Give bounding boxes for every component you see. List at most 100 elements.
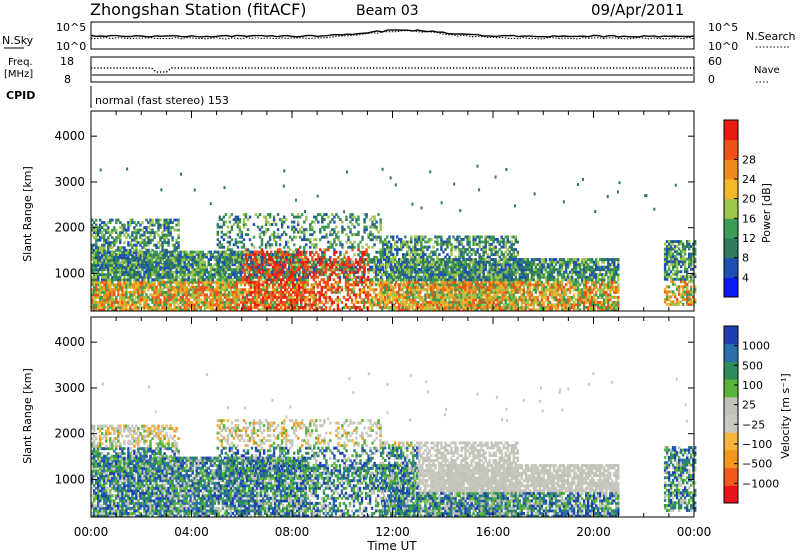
heatmap-cell	[360, 258, 364, 262]
heatmap-cell	[404, 243, 407, 246]
heatmap-cell	[133, 308, 136, 312]
heatmap-cell	[303, 245, 306, 249]
heatmap-cell	[428, 300, 431, 304]
heatmap-cell	[117, 236, 120, 240]
heatmap-cell	[317, 213, 320, 217]
heatmap-cell	[226, 230, 230, 234]
heatmap-cell	[127, 303, 130, 307]
heatmap-cell	[290, 278, 293, 282]
heatmap-cell	[414, 243, 417, 246]
heatmap-cell	[215, 255, 219, 259]
heatmap-cell	[361, 253, 364, 257]
heatmap-cell	[139, 243, 142, 247]
heatmap-cell	[105, 231, 108, 235]
heatmap-cell	[336, 273, 340, 277]
heatmap-cell	[338, 258, 342, 262]
heatmap-cell	[219, 293, 223, 297]
heatmap-cell	[95, 243, 98, 247]
heatmap-cell	[355, 218, 358, 222]
heatmap-cell	[376, 283, 380, 287]
heatmap-cell	[348, 308, 352, 312]
heatmap-cell	[292, 306, 295, 309]
heatmap-cell	[273, 283, 277, 287]
heatmap-cell	[362, 303, 366, 307]
heatmap-cell	[199, 285, 202, 289]
heatmap-cell	[283, 271, 286, 274]
heatmap-cell	[458, 255, 461, 259]
heatmap-cell	[147, 295, 150, 299]
heatmap-cell	[306, 288, 310, 292]
heatmap-cell	[155, 275, 158, 279]
heatmap-cell	[145, 251, 148, 255]
heatmap-cell	[165, 261, 168, 265]
heatmap-cell	[440, 258, 443, 262]
heatmap-cell	[302, 260, 305, 264]
heatmap-cell	[255, 290, 259, 294]
heatmap-cell	[191, 250, 194, 254]
heatmap-cell	[179, 280, 182, 284]
heatmap-cell	[135, 300, 138, 304]
heatmap-cell	[351, 223, 354, 227]
heatmap-cell	[372, 260, 376, 264]
heatmap-cell	[242, 260, 246, 264]
heatmap-cell	[432, 253, 435, 257]
heatmap-cell	[368, 268, 372, 272]
heatmap-cell	[161, 258, 164, 262]
heatmap-cell	[149, 280, 152, 284]
heatmap-cell	[141, 228, 144, 232]
heatmap-cell	[262, 230, 266, 234]
heatmap-cell	[105, 293, 108, 297]
heatmap-cell	[191, 280, 194, 284]
heatmap-cell	[179, 308, 182, 312]
heatmap-cell	[245, 295, 249, 299]
heatmap-cell	[151, 258, 154, 262]
heatmap-cell	[127, 298, 130, 302]
heatmap-cell	[221, 288, 225, 292]
heatmap-cell	[109, 258, 112, 262]
heatmap-cell	[203, 288, 207, 292]
heatmap-cell	[189, 285, 192, 289]
heatmap-cell	[223, 255, 227, 259]
heatmap-cell	[416, 248, 419, 252]
heatmap-cell	[384, 283, 387, 287]
heatmap-cell	[379, 300, 383, 304]
heatmap-cell	[135, 290, 138, 294]
heatmap-cell	[167, 266, 170, 270]
heatmap-cell	[133, 290, 136, 294]
heatmap-cell	[354, 293, 358, 297]
heatmap-cell	[346, 275, 350, 279]
heatmap-cell	[103, 288, 106, 292]
heatmap-cell	[294, 263, 297, 267]
heatmap-cell	[396, 263, 399, 267]
heatmap-cell	[365, 228, 368, 232]
heatmap-cell	[169, 221, 172, 225]
heatmap-cell	[324, 263, 328, 267]
heatmap-cell	[432, 295, 435, 299]
heatmap-cell	[99, 288, 102, 292]
heatmap-cell	[201, 278, 205, 282]
heatmap-cell	[113, 238, 116, 242]
heatmap-cell	[243, 306, 247, 309]
heatmap-cell	[456, 293, 459, 297]
heatmap-cell	[185, 303, 188, 307]
heatmap-cell	[203, 278, 207, 282]
heatmap-cell	[193, 278, 196, 282]
heatmap-cell	[454, 238, 457, 241]
heatmap-cell	[167, 221, 170, 225]
heatmap-cell	[315, 250, 318, 254]
heatmap-cell	[113, 243, 116, 247]
heatmap-cell	[446, 243, 449, 246]
heatmap-cell	[266, 213, 270, 217]
heatmap-cell	[424, 275, 427, 279]
heatmap-cell	[163, 306, 166, 309]
heatmap-cell	[388, 280, 391, 284]
heatmap-cell	[103, 273, 106, 277]
heatmap-cell	[280, 271, 284, 274]
heatmap-cell	[191, 303, 194, 307]
heatmap-cell	[219, 285, 223, 289]
heatmap-cell	[123, 298, 126, 302]
heatmap-cell	[274, 235, 278, 239]
heatmap-cell	[253, 275, 257, 279]
heatmap-cell	[377, 235, 380, 239]
heatmap-cell	[275, 285, 279, 289]
